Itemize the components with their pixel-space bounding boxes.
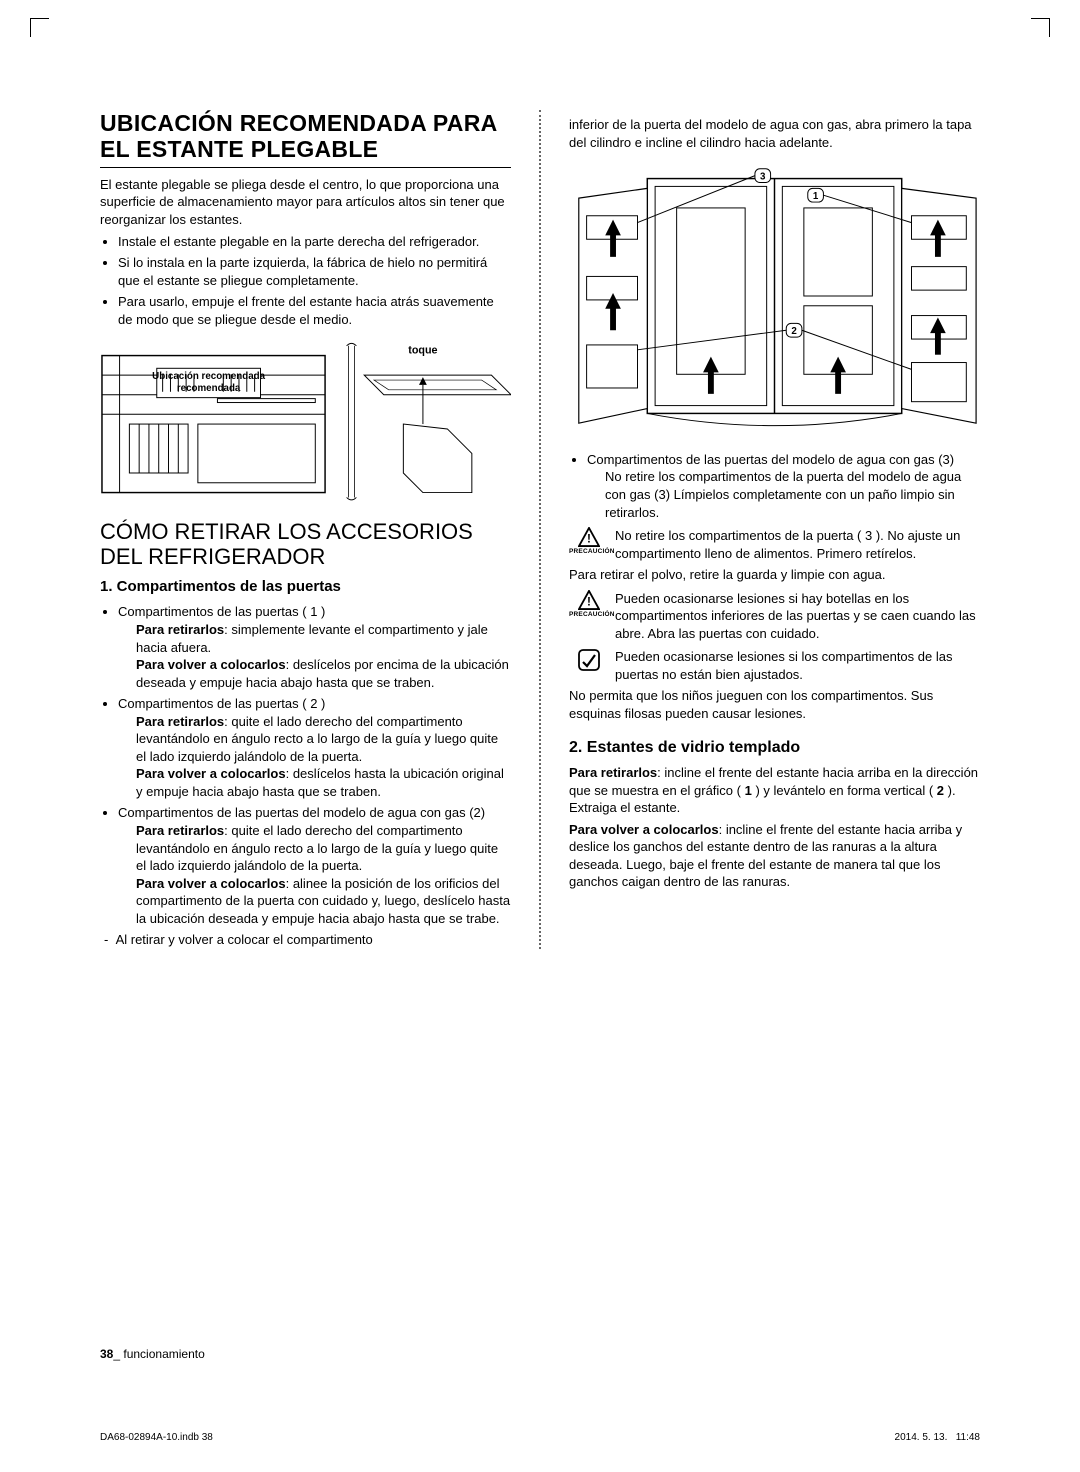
- caution-text: Pueden ocasionarse lesiones si hay botel…: [615, 590, 980, 643]
- continuation-text: inferior de la puerta del modelo de agua…: [569, 116, 980, 151]
- note-block: Pueden ocasionarse lesiones si los compa…: [569, 648, 980, 683]
- caution-block-1: ! PRECAUCIÓN No retire los compartimento…: [569, 527, 980, 562]
- crop-mark-tr: [1031, 18, 1050, 37]
- rule: [100, 167, 511, 168]
- intro-text: El estante plegable se pliega desde el c…: [100, 176, 511, 229]
- figure-doors: 1 2 3: [569, 159, 980, 443]
- dash-item: - Al retirar y volver a colocar el compa…: [104, 931, 511, 949]
- list-item: Compartimentos de las puertas ( 2 ) Para…: [118, 695, 511, 800]
- print-time: 11:48: [956, 1432, 980, 1443]
- list-item: Si lo instala en la parte izquierda, la …: [118, 254, 511, 289]
- list-item: Para usarlo, empuje el frente del estant…: [118, 293, 511, 328]
- svg-text:!: !: [587, 532, 591, 546]
- figure-shelf: Ubicación recomendada recomendada toque: [100, 336, 511, 502]
- svg-text:2: 2: [791, 326, 797, 337]
- crop-mark-tl: [30, 18, 49, 37]
- svg-text:!: !: [587, 594, 591, 608]
- svg-text:toque: toque: [408, 345, 437, 357]
- note-text: Pueden ocasionarse lesiones si los compa…: [615, 648, 980, 683]
- print-footer: DA68-02894A-10.indb 38 2014. 5. 13. 11:4…: [100, 1431, 980, 1445]
- list-item: Instale el estante plegable en la parte …: [118, 233, 511, 251]
- page-footer: 38_ funcionamiento: [100, 1346, 205, 1362]
- warning-icon: ! PRECAUCIÓN: [569, 527, 609, 557]
- svg-text:recomendada: recomendada: [177, 383, 241, 394]
- svg-text:3: 3: [760, 172, 766, 183]
- body-text: No permita que los niños jueguen con los…: [569, 687, 980, 722]
- subsection-1: 1. Compartimentos de las puertas: [100, 577, 511, 597]
- list-item: Compartimentos de las puertas ( 1 ) Para…: [118, 603, 511, 691]
- glass-remove: Para retirarlos: incline el frente del e…: [569, 764, 980, 817]
- bullet-list-2: Compartimentos de las puertas ( 1 ) Para…: [100, 603, 511, 927]
- list-item: Compartimentos de las puertas del modelo…: [587, 451, 980, 521]
- body-text: Para retirar el polvo, retire la guarda …: [569, 566, 980, 584]
- caution-block-2: ! PRECAUCIÓN Pueden ocasionarse lesiones…: [569, 590, 980, 643]
- bullet-list-1: Instale el estante plegable en la parte …: [100, 233, 511, 329]
- svg-text:1: 1: [813, 191, 819, 202]
- print-date: 2014. 5. 13.: [895, 1432, 948, 1443]
- bullet-list-3: Compartimentos de las puertas del modelo…: [569, 451, 980, 521]
- file-name: DA68-02894A-10.indb 38: [100, 1431, 213, 1445]
- list-item: Compartimentos de las puertas del modelo…: [118, 804, 511, 927]
- caution-text: No retire los compartimentos de la puert…: [615, 527, 980, 562]
- section-title-1: UBICACIÓN RECOMENDADA PARA EL ESTANTE PL…: [100, 110, 511, 163]
- glass-replace: Para volver a colocarlos: incline el fre…: [569, 821, 980, 891]
- warning-icon: ! PRECAUCIÓN: [569, 590, 609, 620]
- subsection-2: 2. Estantes de vidrio templado: [569, 737, 980, 759]
- note-icon: [569, 648, 609, 672]
- svg-text:Ubicación recomendada: Ubicación recomendada: [152, 371, 265, 382]
- column-divider: [539, 110, 541, 949]
- section-title-2: CÓMO RETIRAR LOS ACCESORIOS DEL REFRIGER…: [100, 519, 511, 570]
